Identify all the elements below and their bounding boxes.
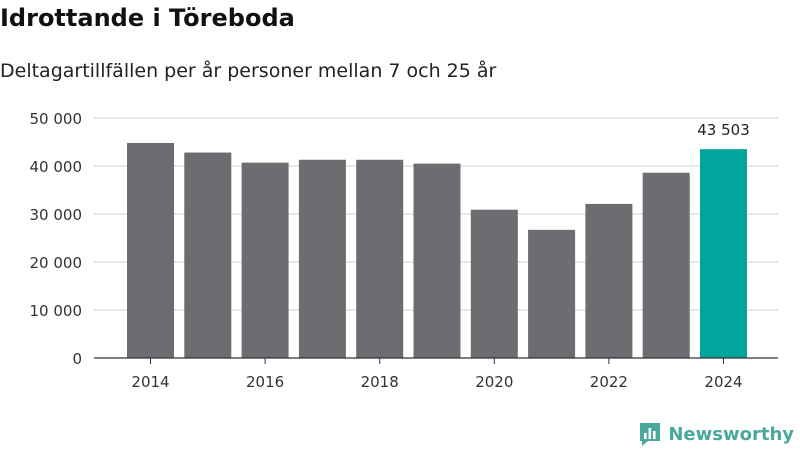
axes <box>94 357 778 364</box>
brand-logo: Newsworthy <box>638 419 794 449</box>
bar <box>642 172 690 358</box>
data-label: 43 503 <box>697 121 750 139</box>
bar <box>241 162 289 358</box>
bar <box>585 203 633 358</box>
bars <box>127 142 747 358</box>
bar <box>470 209 518 358</box>
y-tick-label: 20 000 <box>30 254 83 272</box>
bar <box>298 159 346 358</box>
bar <box>184 152 232 358</box>
bar-chart-icon <box>640 423 661 446</box>
x-tick-label: 2022 <box>590 373 628 391</box>
chart-title: Idrottande i Töreboda <box>0 4 295 32</box>
y-tick-label: 40 000 <box>30 158 83 176</box>
y-tick-label: 10 000 <box>30 302 83 320</box>
bar-highlight <box>700 149 747 358</box>
bar <box>413 163 461 358</box>
x-tick-label: 2024 <box>704 373 742 391</box>
x-tick-label: 2020 <box>475 373 513 391</box>
y-tick-label: 0 <box>72 350 82 368</box>
x-tick-label: 2016 <box>246 373 284 391</box>
bar <box>127 142 174 358</box>
chart-subtitle: Deltagartillfällen per år personer mella… <box>0 60 497 82</box>
x-tick-label: 2014 <box>131 373 169 391</box>
y-tick-label: 30 000 <box>30 206 83 224</box>
bar <box>356 159 404 358</box>
labels: 0 10 000 20 000 30 000 40 000 50 000 2014 2016 2… <box>30 110 750 391</box>
y-tick-label: 50 000 <box>30 110 83 128</box>
bar <box>528 229 576 358</box>
x-tick-label: 2018 <box>361 373 399 391</box>
brand-name: Newsworthy <box>668 423 794 445</box>
bar-chart: 0 10 000 20 000 30 000 40 000 50 000 2014 2016 2… <box>30 110 778 391</box>
